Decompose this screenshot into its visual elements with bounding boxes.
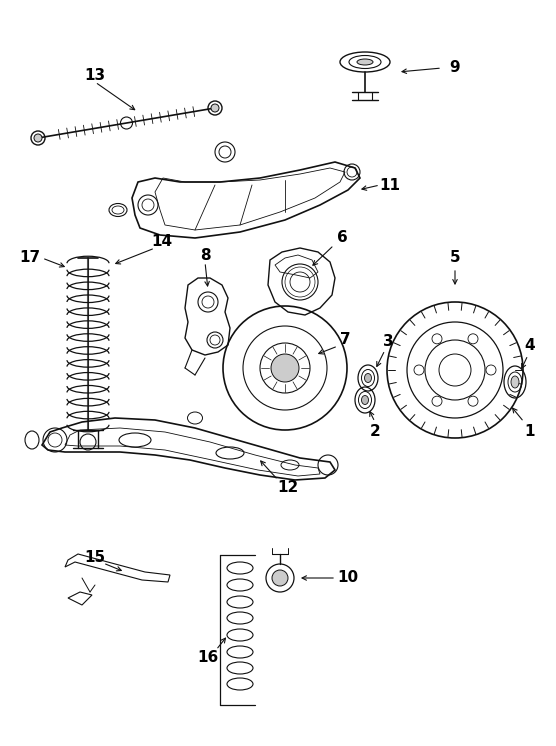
Text: 5: 5 [450, 251, 460, 266]
Text: 16: 16 [197, 651, 219, 665]
Text: 17: 17 [19, 251, 41, 266]
Text: 15: 15 [85, 551, 106, 565]
Text: 13: 13 [85, 67, 106, 83]
Text: 2: 2 [370, 424, 380, 439]
Text: 3: 3 [383, 334, 393, 349]
Ellipse shape [357, 59, 373, 65]
Text: 7: 7 [340, 333, 350, 348]
Ellipse shape [361, 395, 369, 404]
Circle shape [272, 570, 288, 586]
Ellipse shape [365, 374, 371, 383]
Text: 1: 1 [525, 424, 535, 439]
Ellipse shape [511, 376, 519, 388]
Text: 11: 11 [380, 178, 400, 192]
Text: 12: 12 [277, 480, 299, 495]
Text: 9: 9 [450, 60, 460, 75]
Text: 8: 8 [200, 248, 210, 263]
Text: 14: 14 [151, 234, 172, 249]
Circle shape [211, 104, 219, 112]
Circle shape [34, 134, 42, 142]
Circle shape [271, 354, 299, 382]
Text: 10: 10 [337, 571, 359, 586]
Text: 4: 4 [525, 337, 535, 353]
Text: 6: 6 [336, 231, 348, 245]
